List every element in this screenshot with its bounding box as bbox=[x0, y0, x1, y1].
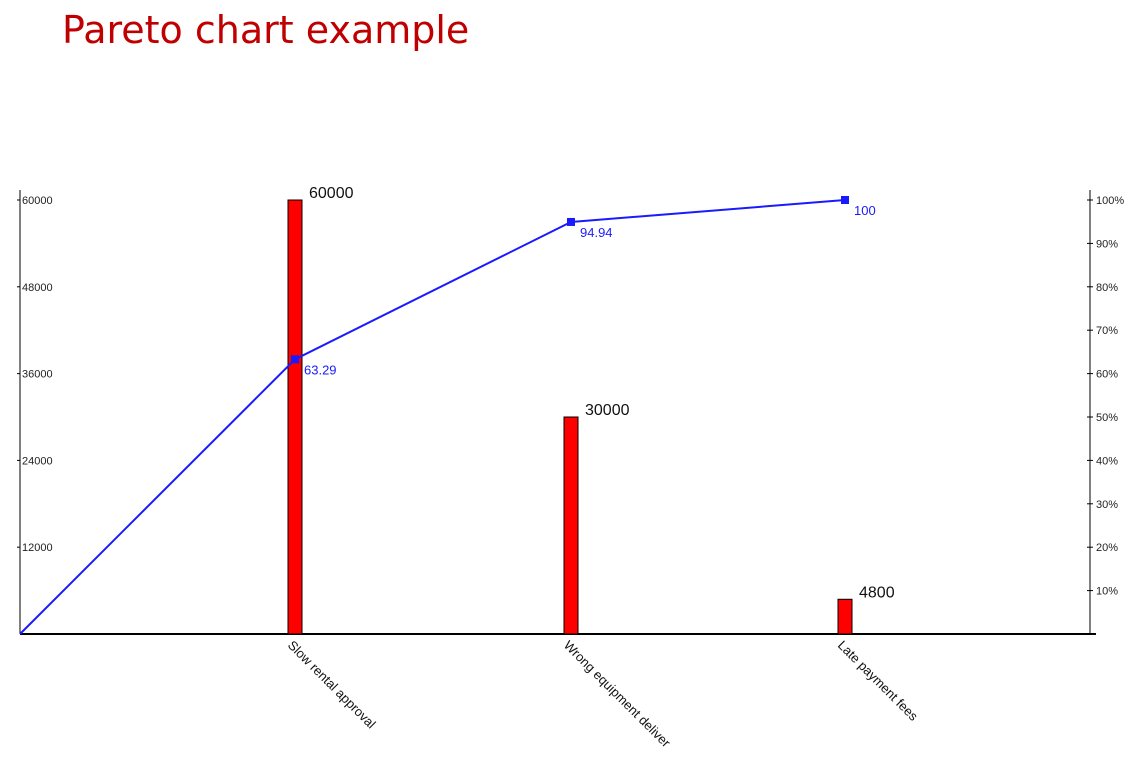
category-label: Slow rental approval bbox=[285, 638, 379, 732]
category-label: Wrong equipment deliver bbox=[561, 638, 674, 751]
category-label: Late payment fees bbox=[835, 638, 922, 725]
line-point bbox=[841, 196, 849, 204]
line-point-label: 63.29 bbox=[304, 362, 337, 377]
page-title: Pareto chart example bbox=[62, 8, 470, 52]
bar bbox=[287, 199, 303, 635]
y-tick-label-right: 20% bbox=[1096, 542, 1118, 554]
bars bbox=[287, 199, 853, 635]
y-tick-label-right: 90% bbox=[1096, 238, 1118, 250]
bar-value-label: 4800 bbox=[859, 584, 895, 601]
y-tick-label-right: 80% bbox=[1096, 282, 1118, 294]
y-tick-label-left: 12000 bbox=[22, 542, 53, 554]
y-tick-label-left: 60000 bbox=[22, 195, 53, 207]
y-tick-label-left: 48000 bbox=[22, 282, 53, 294]
y-tick-label-left: 24000 bbox=[22, 455, 53, 467]
line-point bbox=[291, 355, 299, 364]
bar-value-label: 30000 bbox=[585, 402, 630, 419]
bar bbox=[837, 598, 853, 635]
y-tick-label-right: 50% bbox=[1096, 412, 1118, 424]
line-point-label: 100 bbox=[854, 203, 876, 218]
y-tick-label-right: 60% bbox=[1096, 369, 1118, 381]
bar bbox=[563, 416, 579, 635]
y-tick-label-right: 30% bbox=[1096, 499, 1118, 511]
cumulative-line-path bbox=[19, 199, 846, 635]
y-tick-label-left: 36000 bbox=[22, 369, 53, 381]
line-point bbox=[567, 217, 575, 226]
y-tick-label-right: 70% bbox=[1096, 325, 1118, 337]
y-tick-label-right: 40% bbox=[1096, 455, 1118, 467]
y-tick-label-right: 100% bbox=[1096, 195, 1124, 207]
cumulative-line bbox=[19, 196, 849, 635]
line-point-label: 94.94 bbox=[580, 225, 613, 240]
y-tick-label-right: 10% bbox=[1096, 586, 1118, 598]
bar-value-label: 60000 bbox=[309, 185, 354, 202]
axes bbox=[17, 190, 1096, 635]
